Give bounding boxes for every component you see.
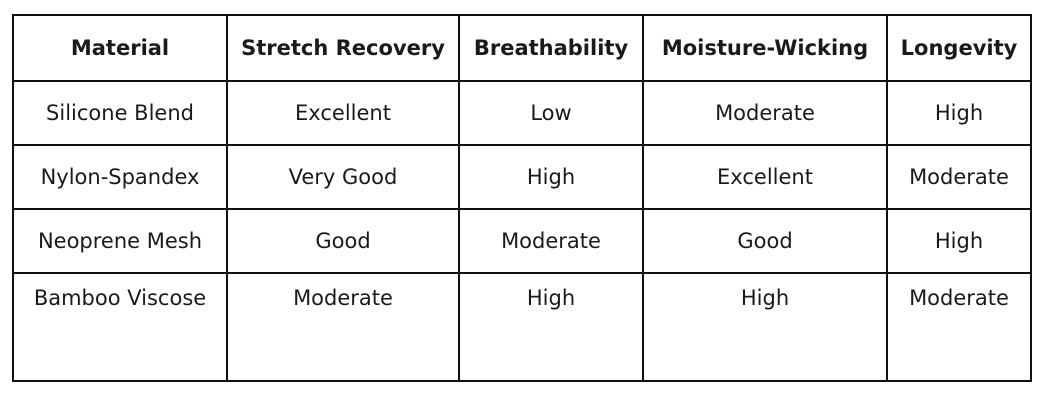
table-cell-breathability: High xyxy=(458,272,644,382)
table-row: Nylon-Spandex Very Good High Excellent M… xyxy=(12,144,1032,210)
table-row: Neoprene Mesh Good Moderate Good High xyxy=(12,208,1032,274)
header-breathability: Breathability xyxy=(458,14,644,82)
table-cell-stretch-recovery: Moderate xyxy=(226,272,460,382)
table-header-row: Material Stretch Recovery Breathability … xyxy=(12,14,1032,82)
materials-comparison-table: Material Stretch Recovery Breathability … xyxy=(12,14,1032,382)
table-cell-material: Silicone Blend xyxy=(12,80,228,146)
header-stretch-recovery: Stretch Recovery xyxy=(226,14,460,82)
header-material: Material xyxy=(12,14,228,82)
header-longevity: Longevity xyxy=(886,14,1032,82)
table-cell-stretch-recovery: Excellent xyxy=(226,80,460,146)
table-cell-longevity: Moderate xyxy=(886,272,1032,382)
table-row: Bamboo Viscose Moderate High High Modera… xyxy=(12,272,1032,382)
table-cell-stretch-recovery: Very Good xyxy=(226,144,460,210)
table-cell-breathability: Moderate xyxy=(458,208,644,274)
table-cell-material: Bamboo Viscose xyxy=(12,272,228,382)
table-cell-longevity: Moderate xyxy=(886,144,1032,210)
table-cell-breathability: Low xyxy=(458,80,644,146)
table-cell-moisture-wicking: Good xyxy=(642,208,888,274)
header-moisture-wicking: Moisture-Wicking xyxy=(642,14,888,82)
table-cell-material: Nylon-Spandex xyxy=(12,144,228,210)
table-row: Silicone Blend Excellent Low Moderate Hi… xyxy=(12,80,1032,146)
table-cell-material: Neoprene Mesh xyxy=(12,208,228,274)
table-cell-moisture-wicking: Moderate xyxy=(642,80,888,146)
table-cell-moisture-wicking: High xyxy=(642,272,888,382)
table-cell-moisture-wicking: Excellent xyxy=(642,144,888,210)
table-cell-longevity: High xyxy=(886,80,1032,146)
table-cell-longevity: High xyxy=(886,208,1032,274)
table-cell-stretch-recovery: Good xyxy=(226,208,460,274)
table-cell-breathability: High xyxy=(458,144,644,210)
